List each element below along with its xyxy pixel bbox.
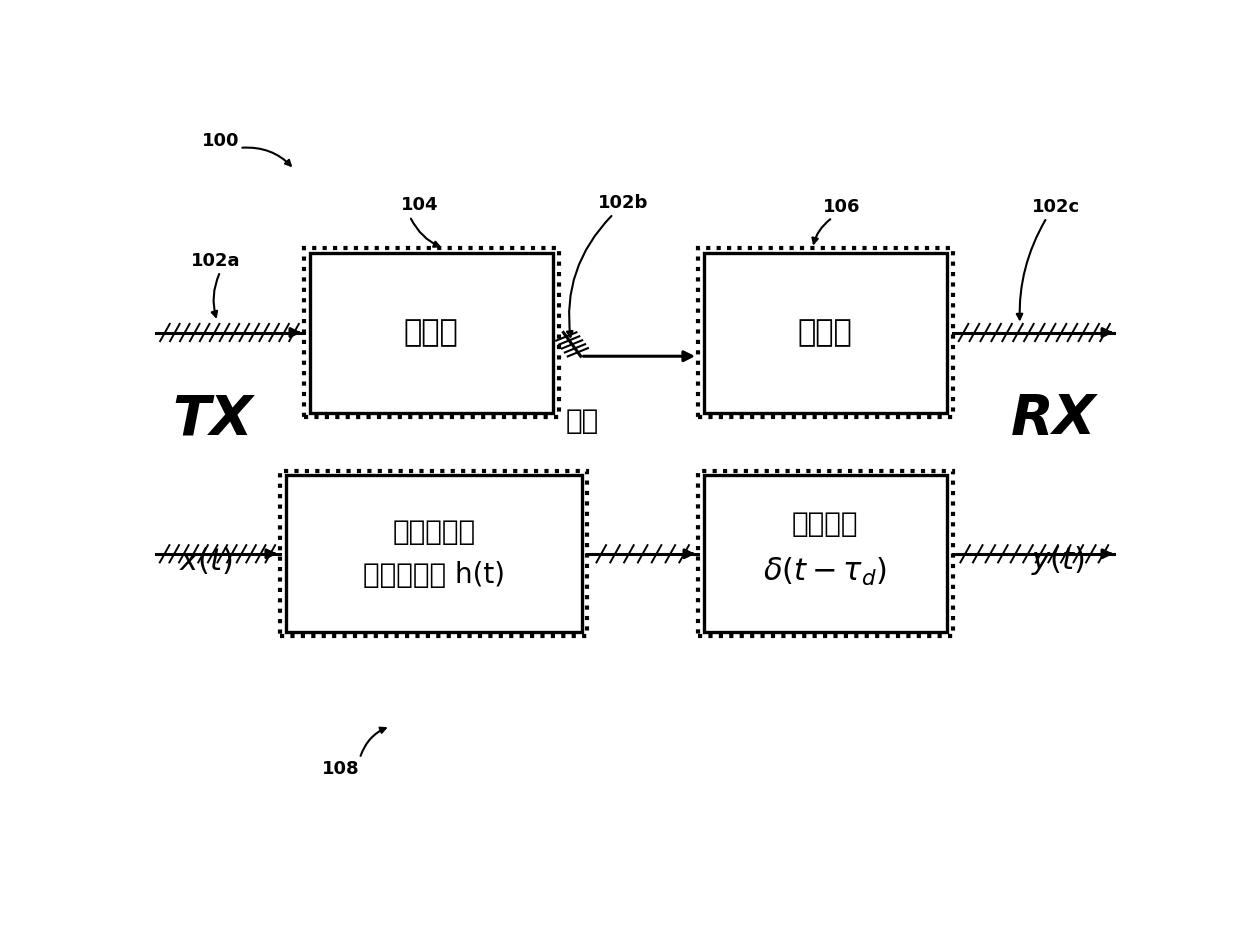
Bar [304,248,559,417]
Text: 传播延追: 传播延追 [792,509,858,537]
Text: 扬声器: 扬声器 [404,318,459,347]
Text: $\delta(t - \tau_d)$: $\delta(t - \tau_d)$ [764,556,888,588]
Text: （集总的） h(t): （集总的） h(t) [362,562,505,590]
Bar [704,476,947,632]
Text: 100: 100 [202,132,239,149]
Bar [285,476,582,632]
Text: 声波: 声波 [565,407,599,435]
Bar [704,253,947,413]
Text: 102b: 102b [598,194,649,212]
Text: 102a: 102a [191,252,241,270]
Text: RX: RX [1011,392,1096,446]
Text: $y(t)$: $y(t)$ [1032,545,1085,578]
Bar [280,471,588,636]
Text: TX: TX [172,392,253,446]
Bar [698,471,952,636]
Text: 106: 106 [823,198,861,216]
Bar [310,253,553,413]
Text: $x(t)$: $x(t)$ [179,546,233,577]
Text: 麦克风: 麦克风 [797,318,853,347]
Text: 104: 104 [401,196,438,215]
Bar [698,248,952,417]
Text: 换能器模型: 换能器模型 [392,518,475,546]
Text: 108: 108 [321,760,360,778]
Text: 102c: 102c [1033,198,1080,216]
